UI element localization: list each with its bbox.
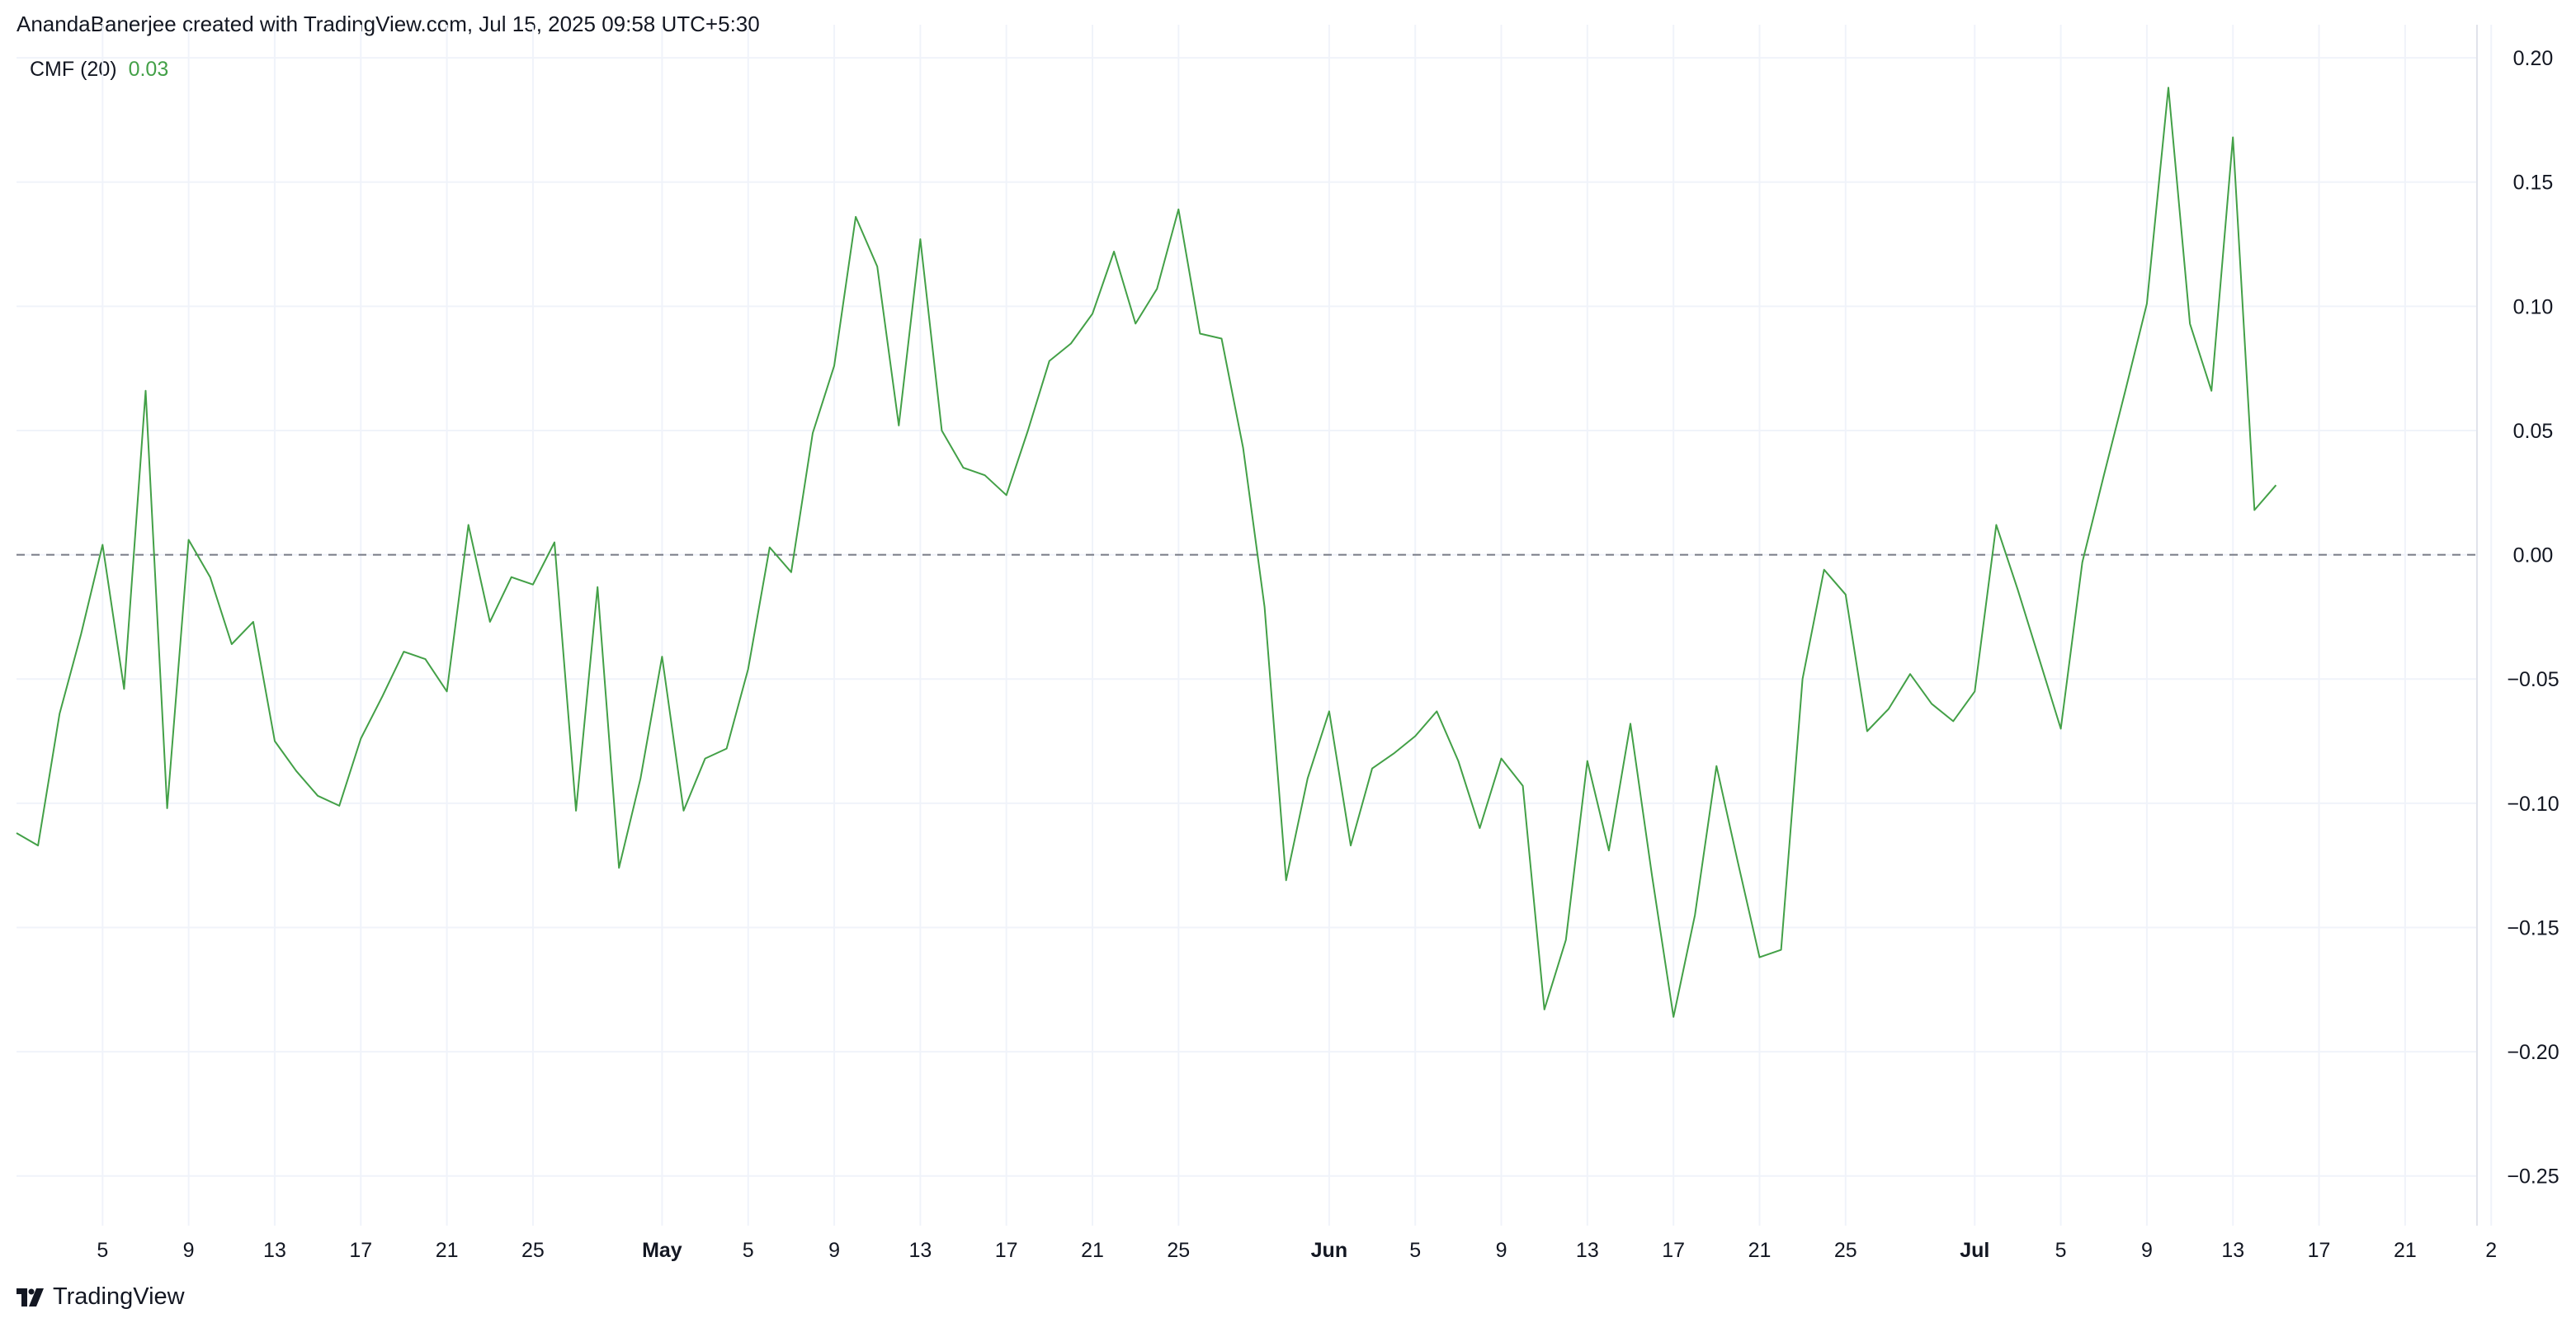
x-tick-label: 5 <box>2055 1239 2067 1262</box>
x-tick-label: 9 <box>1496 1239 1507 1262</box>
x-tick-label: 25 <box>521 1239 545 1262</box>
x-tick-label: May <box>642 1239 682 1262</box>
y-tick-label: −0.10 <box>2507 793 2559 816</box>
brand-name: TradingView <box>53 1283 185 1310</box>
x-tick-label: 25 <box>1167 1239 1190 1262</box>
x-tick-label: 17 <box>995 1239 1018 1262</box>
y-tick-label: −0.05 <box>2507 668 2559 691</box>
x-tick-label: 21 <box>436 1239 459 1262</box>
x-tick-label: 9 <box>828 1239 840 1262</box>
y-tick-label: 0.10 <box>2513 295 2554 318</box>
x-tick-label: 5 <box>743 1239 754 1262</box>
x-tick-label: 17 <box>349 1239 372 1262</box>
x-tick-label: 25 <box>1834 1239 1857 1262</box>
x-tick-label: 17 <box>2308 1239 2331 1262</box>
x-tick-label: 5 <box>97 1239 108 1262</box>
chart-grid <box>17 25 2493 1226</box>
chart-attribution: AnandaBanerjee created with TradingView.… <box>17 12 760 36</box>
x-axis-ticks[interactable]: 5 9 13 17 21 25 May 5 9 13 17 21 25 Jun 5 9 13 17 21 25 Jul 5… <box>97 1239 2497 1262</box>
y-tick-label: −0.15 <box>2507 916 2559 939</box>
x-tick-label: 21 <box>1081 1239 1104 1262</box>
x-tick-label: Jun <box>1311 1239 1347 1262</box>
tradingview-brand[interactable]: TradingView <box>17 1283 185 1311</box>
y-tick-label: −0.20 <box>2507 1041 2559 1064</box>
indicator-value: 0.03 <box>128 58 169 81</box>
x-tick-label: 13 <box>908 1239 932 1262</box>
cmf-series-line <box>16 87 2277 1018</box>
x-tick-label: 2 <box>2485 1239 2497 1262</box>
tradingview-logo-icon <box>17 1288 45 1307</box>
x-tick-label: 13 <box>1576 1239 1599 1262</box>
y-tick-label: 0.00 <box>2513 544 2554 567</box>
x-tick-label: 21 <box>1748 1239 1772 1262</box>
x-tick-label: 13 <box>2221 1239 2244 1262</box>
x-tick-label: 5 <box>1409 1239 1421 1262</box>
y-tick-label: −0.25 <box>2507 1165 2559 1189</box>
x-tick-label: 9 <box>2141 1239 2153 1262</box>
x-tick-label: 17 <box>1662 1239 1685 1262</box>
y-tick-label: 0.15 <box>2513 172 2554 195</box>
x-tick-label: 13 <box>263 1239 286 1262</box>
x-tick-label: 9 <box>183 1239 195 1262</box>
y-axis-ticks[interactable]: 0.20 0.15 0.10 0.05 0.00 −0.05 −0.10 −0.15 −0.20… <box>2507 47 2559 1189</box>
y-tick-label: 0.05 <box>2513 420 2554 443</box>
y-tick-label: 0.20 <box>2513 47 2554 70</box>
x-tick-label: Jul <box>1960 1239 1989 1262</box>
x-tick-label: 21 <box>2394 1239 2417 1262</box>
